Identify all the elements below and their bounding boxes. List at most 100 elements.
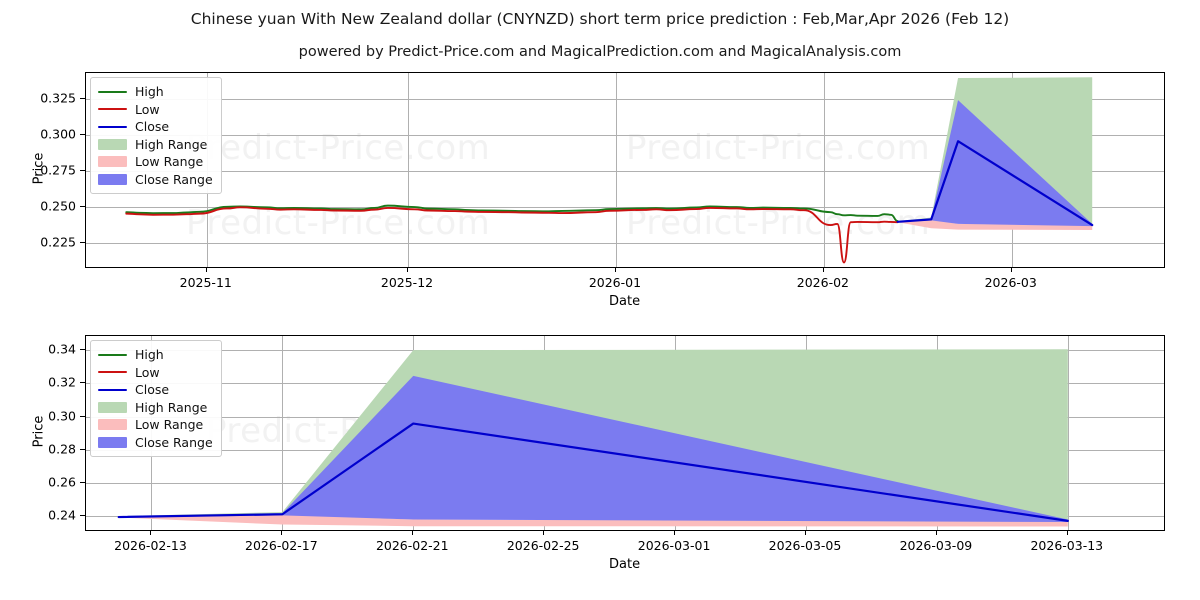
y-axis-title: Price — [31, 152, 47, 185]
x-axis-tick-mark — [406, 268, 408, 272]
chart-canvas — [125, 77, 1094, 264]
gridline-vertical — [823, 73, 825, 267]
y-axis-tick-label: 0.225 — [40, 234, 76, 250]
gridline-vertical — [615, 73, 617, 267]
x-axis-tick-mark — [150, 531, 152, 535]
legend-item-low[interactable]: Low — [98, 101, 213, 119]
x-axis-tick-mark — [822, 268, 824, 272]
y-axis-tick-label: 0.30 — [48, 408, 76, 424]
x-axis-tick-mark — [412, 531, 414, 535]
gridline-vertical — [1067, 336, 1069, 530]
y-axis-tick-label: 0.250 — [40, 198, 76, 214]
x-axis-tick-label: 2026-01 — [588, 275, 642, 290]
overview-chart-axes: Predict-Price.com Predict-Price.com Predic… — [85, 72, 1165, 268]
x-axis-tick-mark — [614, 268, 616, 272]
x-axis-tick-label: 2026-03-05 — [768, 538, 842, 553]
x-axis-tick-mark — [543, 531, 545, 535]
chart-canvas — [117, 349, 1069, 527]
legend-swatch-icon — [98, 173, 127, 186]
y-axis-tick-mark — [80, 98, 85, 100]
x-axis-tick-label: 2026-02-13 — [114, 538, 187, 553]
legend-swatch-icon — [98, 348, 127, 361]
chart-legend: High Low Close High Range Low Range Close Ran… — [90, 77, 222, 194]
legend-item-label: High Range — [135, 399, 208, 415]
legend-swatch-icon — [98, 418, 127, 431]
x-axis-tick-mark — [281, 531, 283, 535]
series-line-high — [125, 204, 899, 223]
legend-item-close[interactable]: Close — [98, 381, 213, 399]
legend-swatch-icon — [98, 138, 127, 151]
y-axis-tick-mark — [80, 349, 85, 351]
x-axis-tick-label: 2026-02-25 — [506, 538, 580, 553]
overview-plot-area: Predict-Price.com Predict-Price.com Predic… — [86, 73, 1164, 267]
legend-item-high[interactable]: High — [98, 83, 213, 101]
gridline-horizontal — [86, 242, 1164, 244]
page-subtitle: powered by Predict-Price.com and Magical… — [298, 44, 902, 60]
legend-item-label: Low Range — [135, 417, 204, 433]
y-axis-tick-label: 0.325 — [40, 90, 76, 106]
legend-item-close-range[interactable]: Close Range — [98, 171, 213, 189]
legend-swatch-icon — [98, 383, 127, 396]
gridline-vertical — [407, 73, 409, 267]
x-axis-tick-mark — [805, 531, 806, 535]
x-axis-tick-label: 2026-02-21 — [375, 538, 449, 553]
legend-swatch-icon — [98, 103, 127, 116]
y-axis-tick-mark — [80, 241, 85, 243]
legend-item-close[interactable]: Close — [98, 118, 213, 136]
y-axis-tick-label: 0.34 — [48, 341, 76, 357]
series-line-close — [896, 140, 1094, 227]
x-axis-tick-mark — [935, 531, 937, 535]
y-axis-tick-mark — [80, 515, 85, 517]
x-axis-title: Date — [609, 294, 641, 309]
y-axis-title: Price — [31, 415, 47, 448]
legend-item-low-range[interactable]: Low Range — [98, 153, 213, 171]
x-axis-tick-label: 2026-03-09 — [899, 538, 973, 553]
y-axis-tick-mark — [80, 448, 85, 450]
series-line-close — [117, 422, 1069, 522]
legend-item-low-range[interactable]: Low Range — [98, 416, 213, 434]
gridline-horizontal — [86, 135, 1164, 137]
y-axis-tick-label: 0.300 — [40, 126, 76, 142]
x-axis-title: Date — [609, 557, 641, 572]
y-axis-tick-label: 0.24 — [48, 507, 76, 523]
gridline-horizontal — [86, 206, 1164, 208]
legend-item-label: Close Range — [135, 171, 213, 187]
legend-item-high-range[interactable]: High Range — [98, 399, 213, 417]
legend-swatch-icon — [98, 366, 127, 379]
y-axis-tick-label: 0.26 — [48, 474, 76, 490]
legend-item-label: Close — [135, 382, 170, 398]
legend-item-label: High — [135, 84, 164, 100]
legend-item-high-range[interactable]: High Range — [98, 136, 213, 154]
series-line-low — [125, 206, 899, 264]
legend-swatch-icon — [98, 85, 127, 98]
x-axis-tick-label: 2026-02-17 — [245, 538, 318, 553]
gridline-horizontal — [86, 99, 1164, 101]
y-axis-tick-mark — [80, 134, 85, 136]
gridline-vertical — [282, 336, 284, 530]
x-axis-tick-mark — [1066, 531, 1068, 535]
x-axis-tick-mark — [674, 531, 676, 535]
legend-swatch-icon — [98, 436, 127, 449]
legend-item-low[interactable]: Low — [98, 364, 213, 382]
legend-item-label: Close — [135, 119, 170, 135]
legend-item-label: Close Range — [135, 434, 213, 450]
x-axis-tick-label: 2026-03 — [984, 275, 1037, 290]
legend-item-high[interactable]: High — [98, 346, 213, 364]
x-axis-tick-label: 2026-03-01 — [637, 538, 711, 553]
legend-swatch-icon — [98, 401, 127, 414]
y-axis-tick-label: 0.275 — [40, 162, 76, 178]
legend-item-close-range[interactable]: Close Range — [98, 434, 213, 452]
y-axis-tick-mark — [80, 205, 85, 207]
legend-swatch-icon — [98, 120, 127, 133]
x-axis-tick-label: 2025-11 — [179, 275, 232, 290]
legend-swatch-icon — [98, 155, 127, 168]
chart-legend: High Low Close High Range Low Range Close Ran… — [90, 340, 222, 457]
x-axis-tick-label: 2025-12 — [380, 275, 434, 290]
x-axis-tick-label: 2026-02 — [796, 275, 849, 290]
gridline-horizontal — [86, 171, 1164, 172]
legend-item-label: Low — [135, 101, 160, 117]
x-axis-tick-mark — [205, 268, 207, 272]
page-title: Chinese yuan With New Zealand dollar (CN… — [190, 10, 1010, 28]
